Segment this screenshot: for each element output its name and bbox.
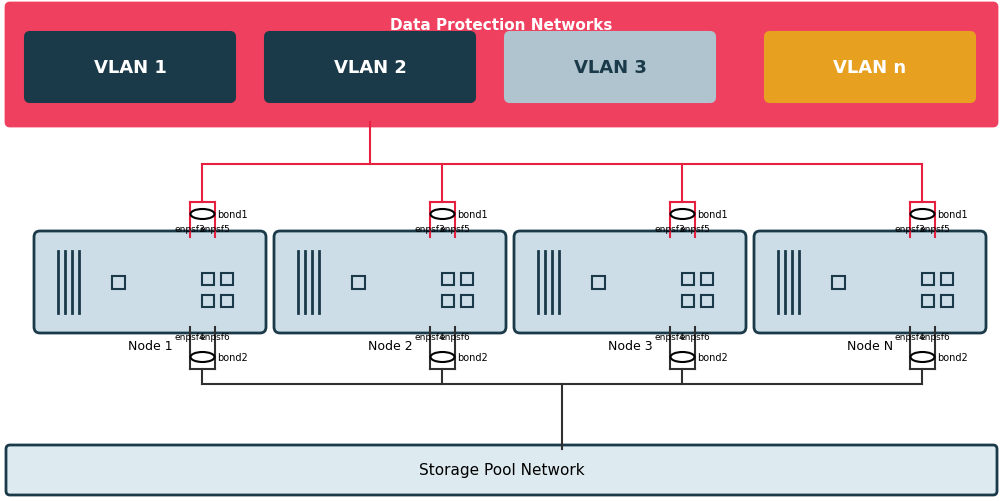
- Text: enpsf3: enpsf3: [414, 224, 445, 233]
- Bar: [220, 296, 232, 308]
- FancyBboxPatch shape: [754, 231, 985, 333]
- FancyBboxPatch shape: [504, 33, 714, 103]
- Text: enpsf4: enpsf4: [414, 333, 445, 342]
- Bar: [921, 296, 933, 308]
- Bar: [940, 274, 952, 286]
- FancyBboxPatch shape: [34, 231, 266, 333]
- Text: bond2: bond2: [937, 352, 967, 362]
- Text: enpsf4: enpsf4: [174, 333, 205, 342]
- Text: enpsf6: enpsf6: [679, 333, 709, 342]
- Bar: [201, 274, 213, 286]
- Bar: [681, 296, 693, 308]
- Ellipse shape: [190, 209, 214, 219]
- Text: Node 3: Node 3: [607, 339, 651, 352]
- Text: bond1: bond1: [937, 209, 967, 219]
- Text: enpsf5: enpsf5: [199, 224, 230, 233]
- FancyBboxPatch shape: [513, 231, 745, 333]
- Ellipse shape: [910, 352, 934, 362]
- Text: VLAN n: VLAN n: [833, 59, 906, 77]
- Bar: [700, 274, 712, 286]
- Text: enpsf4: enpsf4: [894, 333, 925, 342]
- Text: bond1: bond1: [457, 209, 488, 219]
- Bar: [591, 277, 604, 290]
- Text: VLAN 3: VLAN 3: [573, 59, 646, 77]
- Text: enpsf6: enpsf6: [919, 333, 950, 342]
- Text: enpsf6: enpsf6: [439, 333, 470, 342]
- Bar: [940, 296, 952, 308]
- Ellipse shape: [190, 352, 214, 362]
- Text: Data Protection Networks: Data Protection Networks: [390, 19, 612, 34]
- Text: bond1: bond1: [696, 209, 727, 219]
- Ellipse shape: [430, 352, 454, 362]
- Ellipse shape: [669, 209, 693, 219]
- FancyBboxPatch shape: [274, 231, 505, 333]
- Text: bond1: bond1: [217, 209, 247, 219]
- Text: enpsf5: enpsf5: [679, 224, 709, 233]
- FancyBboxPatch shape: [25, 33, 234, 103]
- Bar: [681, 274, 693, 286]
- Text: bond2: bond2: [457, 352, 488, 362]
- Ellipse shape: [669, 352, 693, 362]
- Text: enpsf5: enpsf5: [439, 224, 470, 233]
- Text: bond2: bond2: [696, 352, 727, 362]
- Bar: [921, 274, 933, 286]
- Text: enpsf3: enpsf3: [894, 224, 925, 233]
- FancyBboxPatch shape: [765, 33, 974, 103]
- Bar: [220, 274, 232, 286]
- Bar: [832, 277, 844, 290]
- Text: enpsf6: enpsf6: [199, 333, 230, 342]
- Bar: [700, 296, 712, 308]
- FancyBboxPatch shape: [265, 33, 475, 103]
- Text: Storage Pool Network: Storage Pool Network: [418, 462, 584, 477]
- Bar: [352, 277, 365, 290]
- Text: VLAN 2: VLAN 2: [334, 59, 406, 77]
- Ellipse shape: [430, 209, 454, 219]
- Bar: [461, 274, 473, 286]
- Text: enpsf3: enpsf3: [174, 224, 205, 233]
- Text: Node 1: Node 1: [127, 339, 172, 352]
- Text: enpsf4: enpsf4: [654, 333, 684, 342]
- Text: enpsf3: enpsf3: [654, 224, 684, 233]
- Text: enpsf5: enpsf5: [919, 224, 950, 233]
- Text: VLAN 1: VLAN 1: [93, 59, 166, 77]
- Bar: [201, 296, 213, 308]
- Bar: [442, 296, 454, 308]
- Text: bond2: bond2: [217, 352, 248, 362]
- FancyBboxPatch shape: [6, 4, 996, 127]
- Bar: [442, 274, 454, 286]
- FancyBboxPatch shape: [6, 445, 996, 495]
- Text: Node 2: Node 2: [368, 339, 412, 352]
- Ellipse shape: [910, 209, 934, 219]
- Text: Node N: Node N: [846, 339, 892, 352]
- Bar: [461, 296, 473, 308]
- Bar: [112, 277, 125, 290]
